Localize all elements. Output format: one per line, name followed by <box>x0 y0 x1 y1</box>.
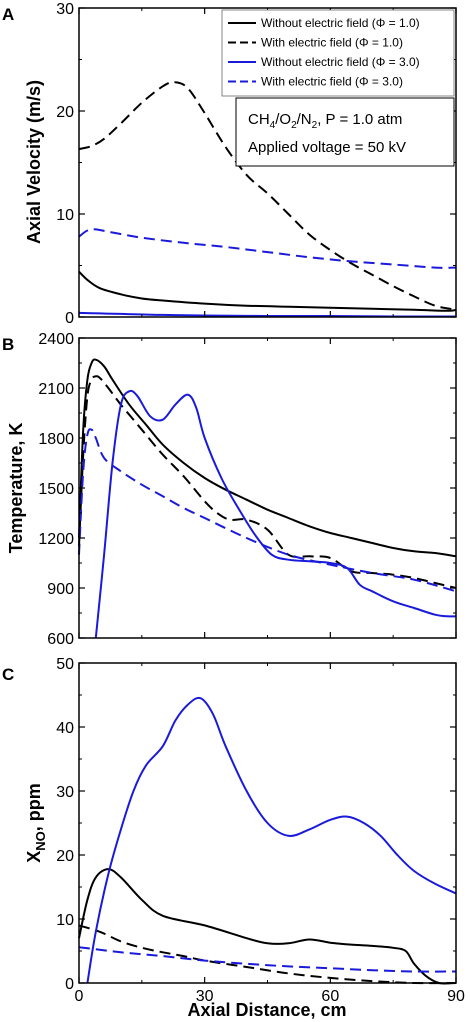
y-tick-label: 30 <box>56 1 74 18</box>
legend-label: Without electric field (Φ = 3.0) <box>261 55 420 69</box>
legend-label: Without electric field (Φ = 1.0) <box>261 16 420 30</box>
series-line-dashed-black <box>78 375 457 589</box>
legend-label: With electric field (Φ = 1.0) <box>261 36 403 50</box>
series-line-dashed-blue <box>78 428 457 593</box>
panel-label-b: B <box>2 335 14 354</box>
x-tick-label: 30 <box>196 988 214 1005</box>
y-tick-label: 10 <box>56 207 74 224</box>
y-tick-label: 0 <box>65 976 74 993</box>
y-tick-label: 20 <box>56 848 74 865</box>
y-tick-label: 1500 <box>38 481 74 498</box>
x-tick-label: 90 <box>447 988 465 1005</box>
series-line-solid-black <box>78 270 457 312</box>
conditions-annotation: CH4/O2/N2, P = 1.0 atm Applied voltage =… <box>235 97 455 167</box>
voltage-label: Applied voltage = 50 kV <box>248 139 406 156</box>
y-tick-label: 2100 <box>38 381 74 398</box>
y-tick-label: 1800 <box>38 431 74 448</box>
series-line-dashed-blue <box>78 228 457 269</box>
panel-c-no-chart: C 0 10 20 30 40 50 0 30 60 90 XNO, ppm Axial Dist… <box>2 656 465 1020</box>
y-tick-label: 30 <box>56 784 74 801</box>
panel-c-y-axis-label: XNO, ppm <box>24 783 48 863</box>
y-tick-label: 10 <box>56 912 74 929</box>
series-line-solid-blue <box>94 389 457 639</box>
series-line-solid-blue <box>86 696 457 984</box>
panel-label-a: A <box>2 5 14 24</box>
y-tick-label: 50 <box>56 656 74 673</box>
panel-b-y-axis-label: Temperature, K <box>6 423 26 554</box>
series-line-solid-black <box>78 868 457 985</box>
panel-a-y-axis-label: Axial Velocity (m/s) <box>24 80 44 244</box>
y-tick-label: 600 <box>47 631 74 648</box>
y-tick-label: 2400 <box>38 331 74 348</box>
series-line-dashed-blue <box>78 946 457 973</box>
series-line-solid-black <box>78 358 457 558</box>
legend: Without electric field (Φ = 1.0) With ele… <box>221 9 455 97</box>
y-tick-label: 40 <box>56 720 74 737</box>
legend-label: With electric field (Φ = 3.0) <box>261 75 403 89</box>
annotation-box <box>235 97 455 167</box>
y-tick-label: 0 <box>65 310 74 327</box>
x-tick-label: 60 <box>321 988 339 1005</box>
legend-box <box>221 9 455 97</box>
series-line-dashed-black <box>78 81 457 311</box>
panel-b-frame <box>78 337 457 639</box>
series-line-dashed-black <box>78 924 457 985</box>
panel-a-velocity-chart: A 0 10 20 30 Axial Velocity (m/s) Without e… <box>2 1 457 327</box>
y-tick-label: 20 <box>56 104 74 121</box>
panel-label-c: C <box>2 665 14 684</box>
x-tick-label: 0 <box>75 988 84 1005</box>
y-tick-label: 1200 <box>38 531 74 548</box>
x-axis-label: Axial Distance, cm <box>187 1000 346 1020</box>
mixture-label: CH4/O2/N2, P = 1.0 atm <box>248 111 402 131</box>
y-tick-label: 900 <box>47 581 74 598</box>
panel-b-temperature-chart: B 600 900 1200 1500 1800 2100 2400 Temperature… <box>2 331 457 648</box>
